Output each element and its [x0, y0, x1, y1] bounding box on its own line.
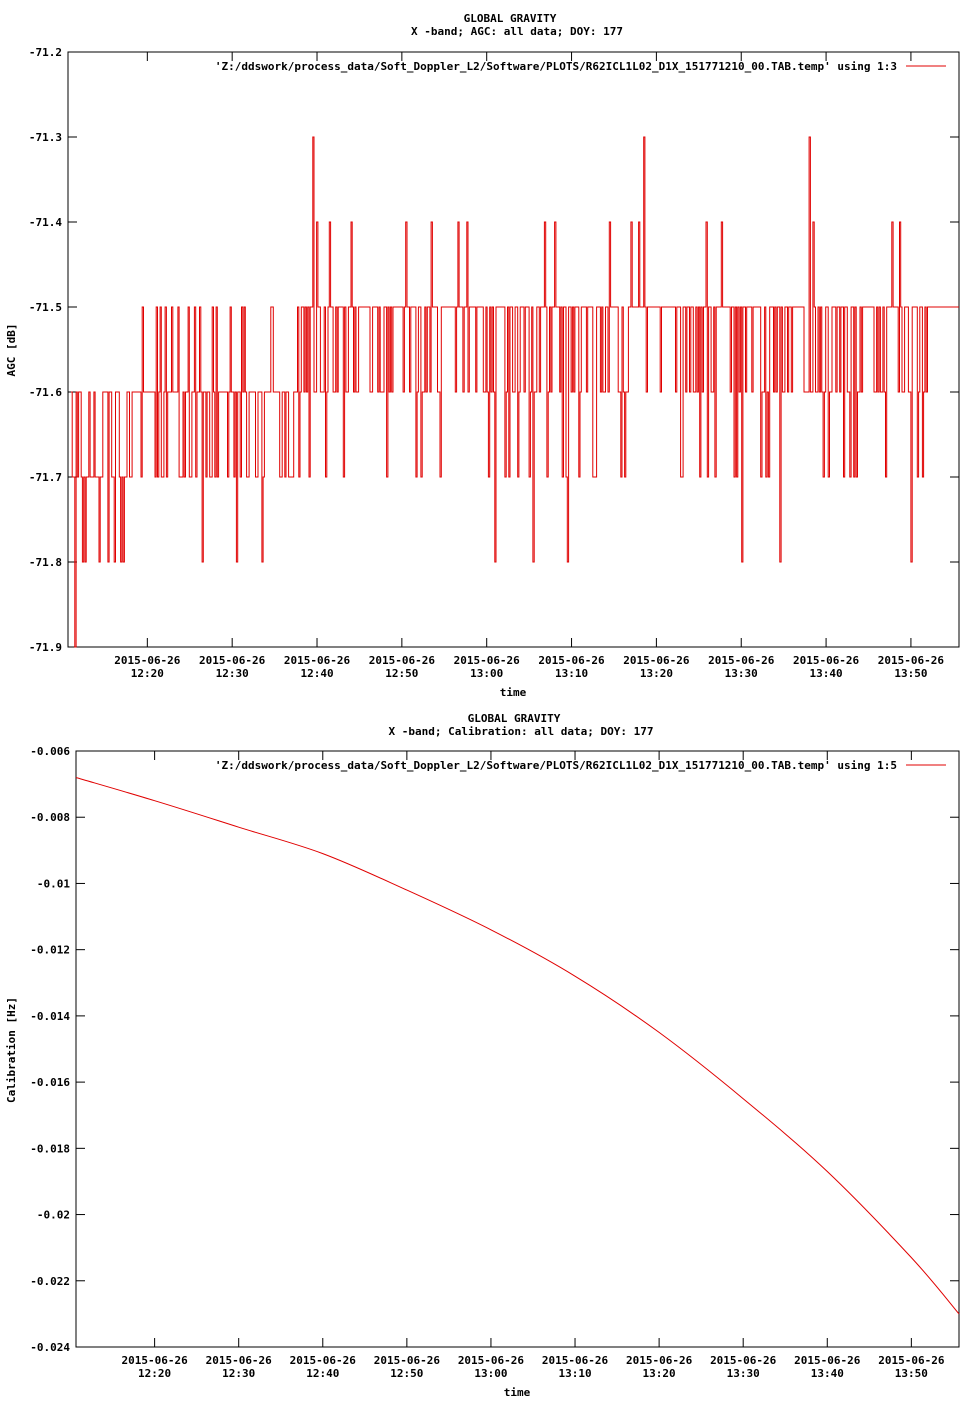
calibration-chart-subtitle: X -band; Calibration: all data; DOY: 177: [389, 725, 654, 738]
calibration-y-axis: -0.006 -0.008 -0.01 -0.012 -0.014 -0.016 -0.01…: [30, 745, 959, 1354]
x-tick-date-label: 2015-06-26: [284, 654, 351, 667]
agc-chart-subtitle: X -band; AGC: all data; DOY: 177: [411, 25, 623, 38]
agc-chart-title: GLOBAL GRAVITY: [464, 12, 557, 25]
y-tick-label: -71.6: [29, 386, 62, 399]
x-tick-time-label: 12:30: [216, 667, 249, 680]
y-tick-label: -0.012: [30, 944, 70, 957]
x-tick-date-label: 2015-06-26: [206, 1354, 273, 1367]
y-tick-label: -0.01: [37, 877, 70, 890]
x-tick-date-label: 2015-06-26: [542, 1354, 609, 1367]
x-tick-date-label: 2015-06-26: [199, 654, 266, 667]
x-tick-time-label: 13:00: [474, 1367, 507, 1380]
x-tick-time-label: 13:40: [810, 667, 843, 680]
x-tick-time-label: 13:30: [727, 1367, 760, 1380]
calibration-legend: 'Z:/ddswork/process_data/Soft_Doppler_L2…: [215, 759, 946, 772]
agc-y-axis: -71.2 -71.3 -71.4 -71.5 -71.6 -71.7 -71.8 -71.9: [29, 46, 959, 654]
x-tick-date-label: 2015-06-26: [458, 1354, 525, 1367]
x-tick-time-label: 12:40: [300, 667, 333, 680]
x-tick-time-label: 13:50: [894, 667, 927, 680]
x-tick-time-label: 12:20: [131, 667, 164, 680]
calibration-legend-label: 'Z:/ddswork/process_data/Soft_Doppler_L2…: [215, 759, 897, 772]
x-tick-date-label: 2015-06-26: [538, 654, 605, 667]
x-tick-time-label: 13:10: [558, 1367, 591, 1380]
agc-trace: [71, 136, 959, 648]
agc-legend-label: 'Z:/ddswork/process_data/Soft_Doppler_L2…: [215, 60, 897, 73]
y-tick-label: -71.4: [29, 216, 62, 229]
agc-legend: 'Z:/ddswork/process_data/Soft_Doppler_L2…: [215, 60, 946, 73]
y-tick-label: -0.02: [37, 1209, 70, 1222]
x-tick-time-label: 12:30: [222, 1367, 255, 1380]
x-tick-date-label: 2015-06-26: [114, 654, 181, 667]
x-tick-date-label: 2015-06-26: [793, 654, 860, 667]
y-tick-label: -0.014: [30, 1010, 70, 1023]
x-tick-time-label: 12:20: [138, 1367, 171, 1380]
calibration-series: [75, 777, 960, 1315]
x-tick-time-label: 13:30: [725, 667, 758, 680]
x-tick-time-label: 13:40: [811, 1367, 844, 1380]
x-tick-date-label: 2015-06-26: [708, 654, 775, 667]
x-tick-date-label: 2015-06-26: [878, 654, 945, 667]
x-tick-time-label: 13:20: [640, 667, 673, 680]
x-tick-date-label: 2015-06-26: [878, 1354, 945, 1367]
x-tick-time-label: 13:10: [555, 667, 588, 680]
x-tick-date-label: 2015-06-26: [710, 1354, 777, 1367]
y-tick-label: -0.024: [30, 1341, 70, 1354]
x-tick-time-label: 12:50: [385, 667, 418, 680]
y-tick-label: -71.2: [29, 46, 62, 59]
x-tick-time-label: 12:40: [306, 1367, 339, 1380]
y-tick-label: -0.018: [30, 1142, 70, 1155]
x-tick-date-label: 2015-06-26: [794, 1354, 861, 1367]
x-tick-time-label: 12:50: [390, 1367, 423, 1380]
x-tick-time-label: 13:50: [895, 1367, 928, 1380]
calibration-line: [75, 777, 960, 1315]
y-tick-label: -0.016: [30, 1076, 70, 1089]
agc-chart: GLOBAL GRAVITY X -band; AGC: all data; D…: [5, 12, 960, 699]
x-tick-time-label: 13:20: [643, 1367, 676, 1380]
x-tick-date-label: 2015-06-26: [369, 654, 436, 667]
calibration-plot-frame: [75, 750, 960, 1348]
agc-x-axis-label: time: [500, 686, 527, 699]
y-tick-label: -71.5: [29, 301, 62, 314]
x-tick-date-label: 2015-06-26: [623, 654, 690, 667]
agc-plot-frame: [67, 51, 960, 648]
agc-series: [71, 136, 959, 648]
x-tick-time-label: 13:00: [470, 667, 503, 680]
x-tick-date-label: 2015-06-26: [290, 1354, 357, 1367]
y-tick-label: -71.8: [29, 556, 62, 569]
y-tick-label: -71.7: [29, 471, 62, 484]
x-tick-date-label: 2015-06-26: [626, 1354, 693, 1367]
calibration-x-axis: 2015-06-2612:202015-06-2612:302015-06-26…: [121, 751, 945, 1380]
calibration-chart: GLOBAL GRAVITY X -band; Calibration: all…: [5, 712, 960, 1399]
y-tick-label: -0.006: [30, 745, 70, 758]
y-tick-label: -0.008: [30, 811, 70, 824]
y-tick-label: -71.9: [29, 641, 62, 654]
y-tick-label: -71.3: [29, 131, 62, 144]
agc-x-axis: 2015-06-2612:202015-06-2612:302015-06-26…: [114, 52, 944, 680]
calibration-x-axis-label: time: [504, 1386, 531, 1399]
x-tick-date-label: 2015-06-26: [374, 1354, 441, 1367]
y-tick-label: -0.022: [30, 1275, 70, 1288]
calibration-y-axis-label: Calibration [Hz]: [5, 997, 18, 1103]
x-tick-date-label: 2015-06-26: [121, 1354, 188, 1367]
calibration-chart-title: GLOBAL GRAVITY: [468, 712, 561, 725]
x-tick-date-label: 2015-06-26: [454, 654, 521, 667]
agc-y-axis-label: AGC [dB]: [5, 324, 18, 377]
